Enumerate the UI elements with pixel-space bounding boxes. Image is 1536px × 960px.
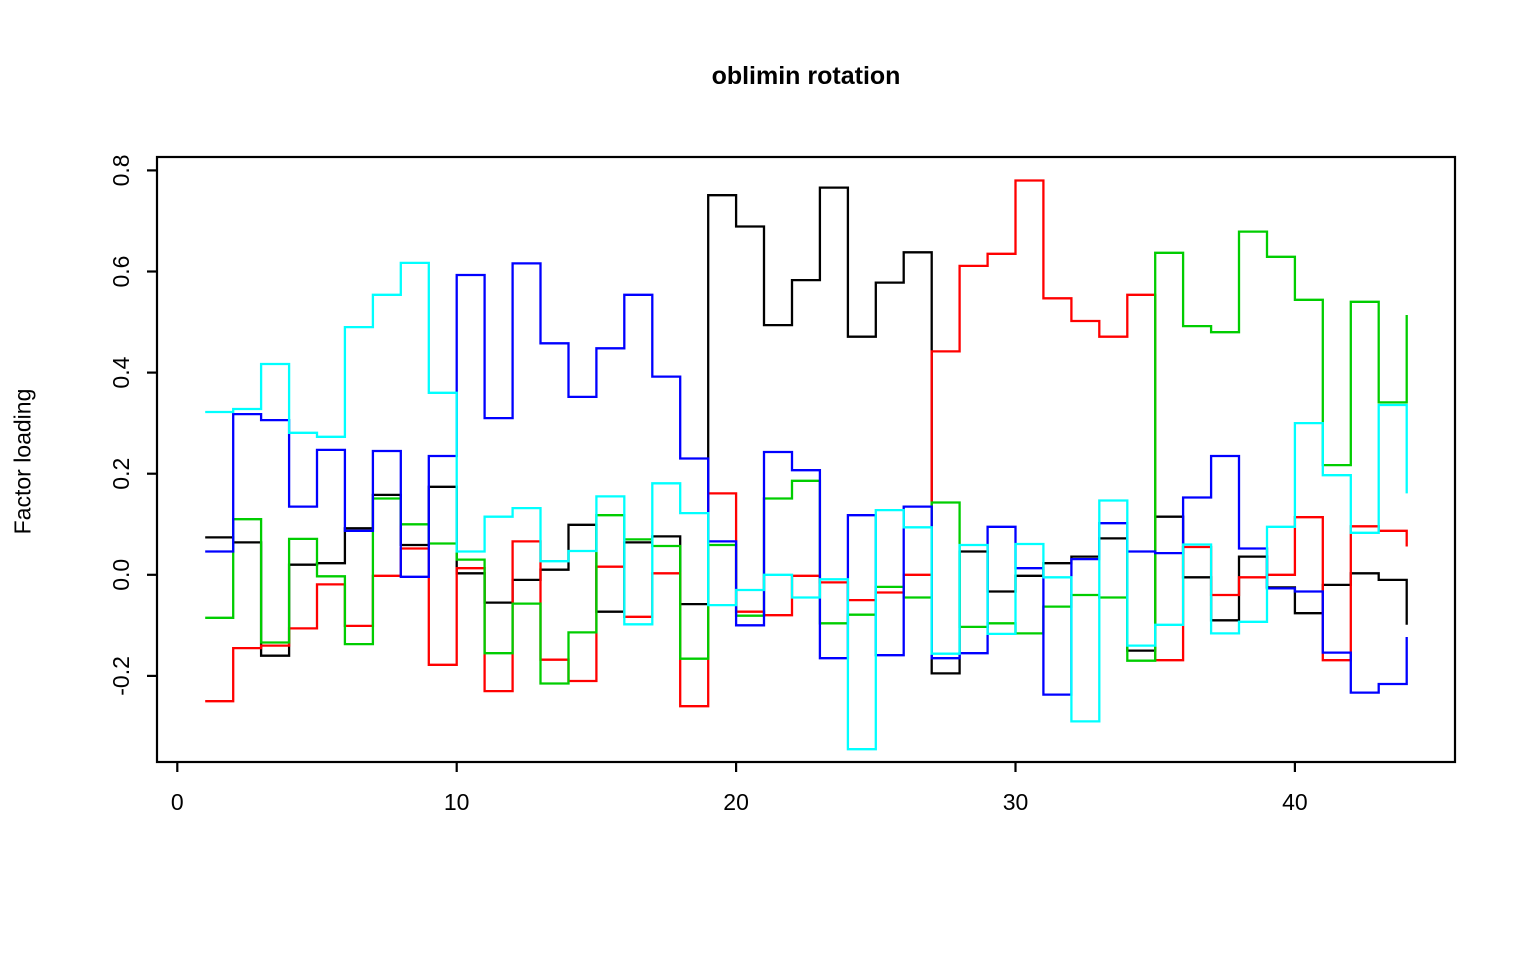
series-line-factor-5-cyan xyxy=(205,261,1408,751)
y-tick-label: 0.0 xyxy=(108,559,134,591)
y-tick-label: 0.2 xyxy=(108,458,134,490)
x-tick-label: 10 xyxy=(444,789,470,815)
x-tick-label: 0 xyxy=(171,789,184,815)
series-line-factor-4-blue xyxy=(205,262,1408,696)
x-tick-label: 30 xyxy=(1003,789,1029,815)
x-tick-label: 40 xyxy=(1282,789,1308,815)
plot-box xyxy=(155,155,1457,764)
series-line-factor-2-red xyxy=(205,179,1408,708)
series-line-factor-3-green xyxy=(205,230,1408,685)
y-tick-label: 0.4 xyxy=(108,356,134,388)
series-line-factor-1-black xyxy=(205,186,1408,675)
x-tick-label: 20 xyxy=(723,789,749,815)
chart-title: oblimin rotation xyxy=(711,62,901,90)
y-axis-label: Factor loading xyxy=(9,388,36,535)
y-tick-label: 0.6 xyxy=(108,256,134,288)
y-tick-label: 0.8 xyxy=(108,154,134,186)
y-tick-label: -0.2 xyxy=(108,656,134,696)
